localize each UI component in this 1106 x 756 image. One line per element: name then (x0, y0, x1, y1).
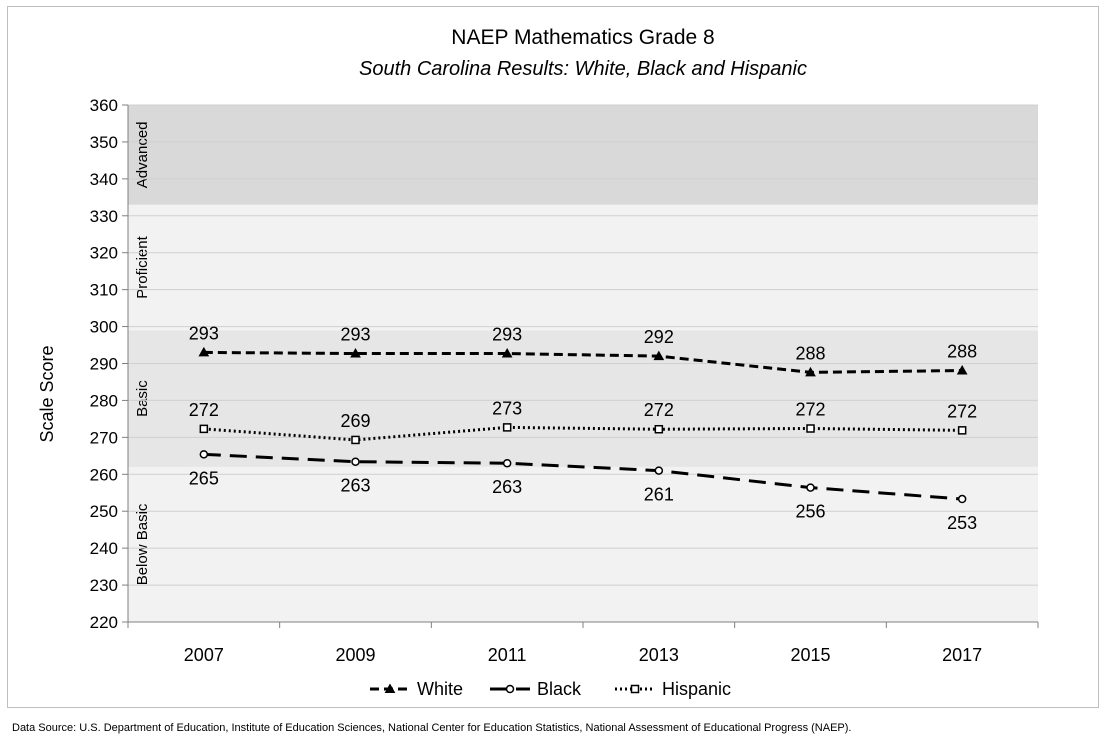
data-label-black: 263 (340, 476, 370, 496)
point-white (653, 350, 665, 361)
data-label-hispanic: 272 (795, 399, 825, 419)
data-label-black: 263 (492, 477, 522, 497)
y-tick-label: 360 (90, 96, 118, 115)
achievement-bands: Below Basic Basic Proficient Advanced (128, 105, 1038, 622)
data-label-white: 288 (947, 342, 977, 362)
data-label-hispanic: 272 (644, 400, 674, 420)
chart-subtitle: South Carolina Results: White, Black and… (359, 58, 807, 80)
band-label: Basic (134, 380, 151, 417)
gridlines (128, 104, 1038, 586)
series-line-black (203, 452, 963, 501)
band-advanced (128, 105, 1038, 205)
x-tick-label: 2011 (488, 645, 527, 665)
y-tick-label: 260 (90, 465, 118, 484)
point-white (501, 348, 513, 358)
y-tick-label: 250 (90, 502, 118, 521)
point-black (957, 494, 967, 504)
point-hispanic (806, 424, 815, 433)
series-lines (198, 346, 968, 504)
y-tick-label: 280 (90, 391, 118, 410)
y-tick-label: 330 (90, 207, 118, 226)
data-label-hispanic: 272 (189, 400, 219, 420)
data-label-black: 253 (947, 513, 977, 533)
series-line-white (203, 350, 963, 374)
point-hispanic (654, 424, 664, 434)
legend-marker-black (505, 684, 515, 694)
data-label-black: 256 (795, 502, 825, 522)
band-label: Proficient (134, 235, 151, 298)
legend-marker-hispanic (630, 684, 640, 694)
y-axis-label: Scale Score (37, 345, 57, 442)
x-tick-label: 2017 (942, 645, 982, 665)
data-source-note: Data Source: U.S. Department of Educatio… (12, 722, 852, 734)
y-tick-label: 220 (90, 613, 118, 632)
legend-label-black: Black (537, 679, 582, 699)
data-label-hispanic: 273 (492, 398, 522, 418)
data-label-white: 288 (795, 343, 825, 363)
legend-marker-white (384, 683, 396, 693)
y-tick-label: 320 (90, 244, 118, 263)
series-line-hispanic (203, 425, 963, 442)
legend-label-white: White (417, 679, 463, 699)
data-label-white: 293 (340, 325, 370, 345)
point-black (199, 450, 209, 459)
x-tick-label: 2007 (184, 645, 224, 665)
point-hispanic (502, 423, 512, 432)
band-label: Below Basic (134, 503, 151, 585)
point-white (956, 364, 968, 375)
band-label: Advanced (134, 121, 151, 188)
point-black (654, 466, 664, 475)
point-hispanic (199, 424, 209, 434)
data-label-black: 265 (189, 468, 219, 488)
y-tick-label: 270 (90, 428, 118, 447)
band-below-basic (128, 466, 1038, 622)
legend: White Black Hispanic (370, 679, 731, 699)
y-tick-label: 300 (90, 318, 118, 337)
x-tick-label: 2013 (639, 645, 679, 665)
chart-title: NAEP Mathematics Grade 8 (451, 26, 714, 49)
point-hispanic (957, 426, 967, 435)
band-basic (128, 330, 1038, 467)
data-label-hispanic: 272 (947, 401, 977, 421)
legend-label-hispanic: Hispanic (662, 679, 731, 699)
data-label-white: 293 (189, 323, 219, 343)
y-tick-label: 310 (90, 281, 118, 300)
point-white (198, 346, 210, 357)
y-tick-label: 240 (90, 539, 118, 558)
y-tick-label: 350 (90, 133, 118, 152)
y-tick-label: 340 (90, 170, 118, 189)
axes: 220 230 240 250 260 270 280 290 300 310 320 330 340 3… (90, 96, 1039, 665)
data-labels: 293 293 293 292 288 288 265 263 263 261 256 253 272 2… (189, 323, 977, 533)
data-label-black: 261 (644, 485, 674, 505)
point-black (351, 457, 360, 466)
point-black (502, 458, 512, 468)
point-hispanic (351, 435, 360, 445)
data-label-hispanic: 269 (340, 411, 370, 431)
band-proficient (128, 204, 1038, 331)
x-tick-label: 2015 (790, 645, 830, 665)
point-black (806, 483, 815, 492)
data-label-white: 292 (644, 327, 674, 347)
x-tick-label: 2009 (335, 645, 375, 665)
y-tick-label: 290 (90, 355, 118, 374)
data-label-white: 293 (492, 325, 522, 345)
point-white (350, 348, 361, 358)
point-white (805, 366, 816, 377)
y-tick-label: 230 (90, 576, 118, 595)
